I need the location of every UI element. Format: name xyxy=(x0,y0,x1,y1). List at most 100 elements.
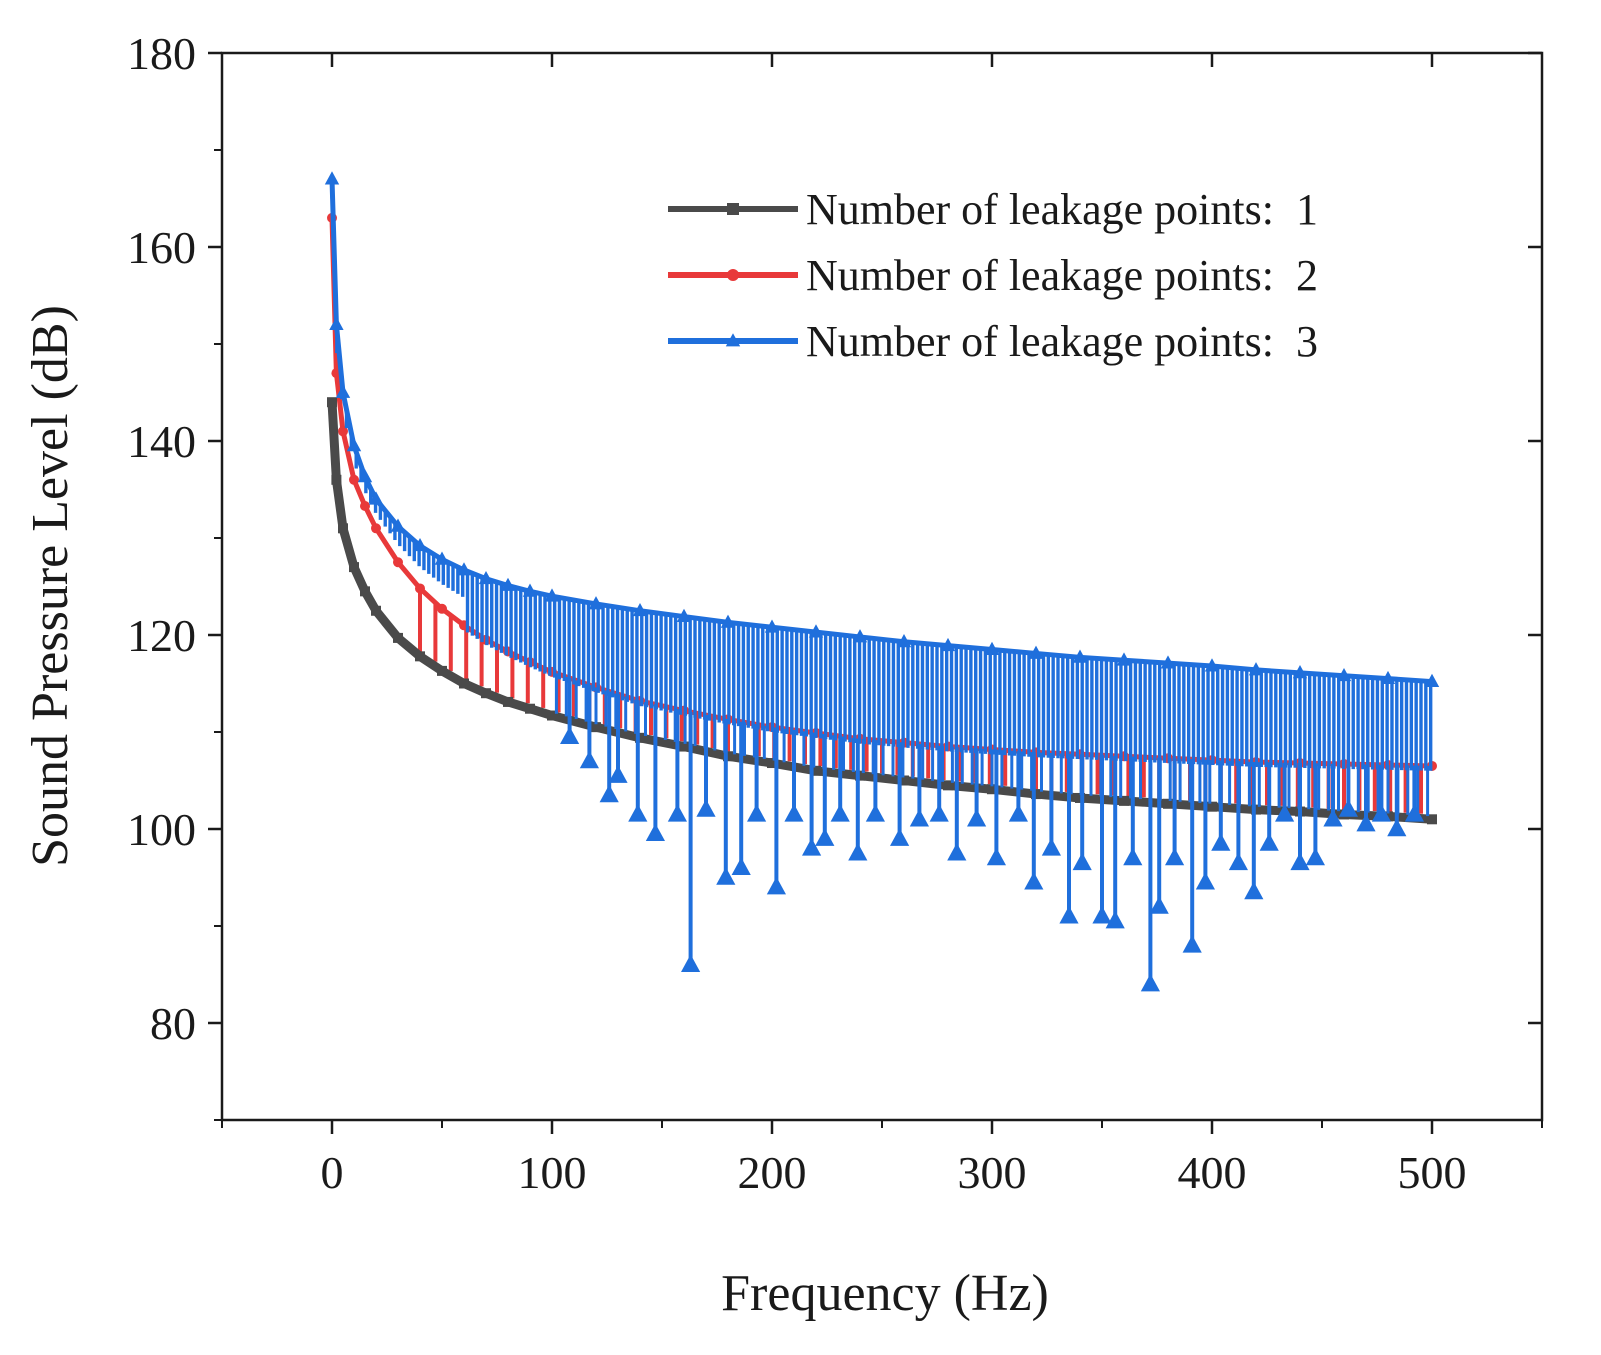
series-3-dip-point xyxy=(747,804,767,822)
y-tick-label: 160 xyxy=(127,222,196,273)
series-1-point xyxy=(679,741,689,752)
legend-entry-3: Number of leakage points: 3 xyxy=(668,317,1318,366)
legend-label-1: Number of leakage points: 1 xyxy=(806,185,1318,234)
axis-ticks xyxy=(208,51,1543,1134)
series-1-point xyxy=(349,562,359,573)
series-3-point xyxy=(544,588,560,602)
plot-content xyxy=(324,171,1440,992)
series-1-point xyxy=(899,775,909,786)
series-3-dip-point xyxy=(890,828,910,846)
series-3-point xyxy=(1292,665,1308,679)
series-3-point xyxy=(346,438,362,452)
series-3-dip-point xyxy=(967,808,987,827)
series-3-dip-point xyxy=(579,750,599,769)
series-3-dip-point xyxy=(1195,871,1215,890)
series-3-point xyxy=(478,570,494,585)
series-3-dip-point xyxy=(947,842,967,861)
series-3-dip-point xyxy=(560,726,580,745)
series-3-point xyxy=(412,537,428,552)
series-3-dip-point xyxy=(1387,818,1407,837)
series-1-point xyxy=(437,665,447,676)
series-2-point xyxy=(360,500,370,511)
series-3-point xyxy=(390,518,406,532)
series-3-point xyxy=(500,577,516,591)
series-3-point xyxy=(324,171,340,185)
series-2-point xyxy=(393,557,403,568)
series-1-point xyxy=(1163,798,1173,809)
series-3-dip-point xyxy=(802,838,822,856)
legend-marker-2 xyxy=(727,269,739,281)
series-3-dip-point xyxy=(608,765,628,783)
y-tick-label: 80 xyxy=(150,998,196,1049)
series-3-line xyxy=(329,179,1433,685)
series-3-dip-point xyxy=(1356,813,1376,832)
series-1-point xyxy=(503,696,513,707)
series-3-dip-point xyxy=(1024,871,1044,890)
series-3-point xyxy=(632,602,648,617)
series-3-dip-point xyxy=(1041,838,1061,856)
series-3-point xyxy=(1204,658,1220,672)
x-tick-label: 0 xyxy=(321,1147,344,1198)
series-3-dip-point xyxy=(1123,847,1143,866)
series-3-dip-point xyxy=(1275,804,1295,822)
series-3-point xyxy=(335,384,351,398)
x-tick-label: 300 xyxy=(958,1147,1027,1198)
tick-labels: 0 100 200 300 400 500 80 100 120 140 160 180 xyxy=(127,28,1467,1198)
series-1-point xyxy=(415,651,425,662)
series-3-dip-point xyxy=(986,847,1006,866)
legend-label-2: Number of leakage points: 2 xyxy=(806,251,1318,300)
series-1-point xyxy=(1075,792,1085,803)
y-tick-label: 120 xyxy=(127,610,196,661)
series-1-point xyxy=(360,586,370,597)
series-3-point xyxy=(522,583,538,597)
y-tick-label: 140 xyxy=(127,416,196,467)
series-3-dip-point xyxy=(696,799,716,817)
series-1-point xyxy=(1251,804,1261,815)
series-1-point xyxy=(547,710,557,721)
series-3-point xyxy=(764,619,780,633)
y-tick-label: 100 xyxy=(127,804,196,855)
series-3-point xyxy=(1116,652,1132,666)
series-3-point xyxy=(984,641,1000,655)
series-3-point xyxy=(1072,649,1088,663)
series-1-point xyxy=(371,605,381,616)
legend-label-3: Number of leakage points: 3 xyxy=(806,317,1318,366)
series-3-dip-point xyxy=(1092,905,1112,924)
series-3-dip-point xyxy=(766,876,786,895)
series-1-point xyxy=(855,770,865,781)
series-1-point xyxy=(338,523,348,534)
series-1-point xyxy=(811,765,821,776)
series-1-point xyxy=(525,703,535,714)
series-1-point xyxy=(591,722,601,733)
series-3-dip-point xyxy=(1305,847,1325,866)
legend-marker-1 xyxy=(727,203,739,215)
y-tick-label: 180 xyxy=(127,28,196,79)
series-3-point xyxy=(434,551,450,565)
series-3-dip-point xyxy=(681,954,701,972)
series-1-point xyxy=(481,688,491,699)
series-2-point xyxy=(437,603,447,614)
series-3-point xyxy=(1160,655,1176,669)
series-3-dip-point xyxy=(1165,847,1185,866)
series-3-point xyxy=(1336,667,1352,682)
series-3-dip-point xyxy=(1244,881,1264,900)
series-3-dip-point xyxy=(784,804,804,822)
series-3-dip-point xyxy=(1008,804,1028,822)
series-3-point xyxy=(852,629,868,643)
series-3-dip-point xyxy=(1259,833,1279,851)
series-3-point xyxy=(1380,670,1396,685)
series-3-point xyxy=(896,633,912,648)
x-tick-label: 500 xyxy=(1398,1147,1467,1198)
series-1-point xyxy=(331,474,342,485)
series-3-dip-point xyxy=(1404,804,1424,822)
series-2-point xyxy=(338,426,348,437)
series-3-point xyxy=(940,637,956,652)
series-3-dip-point xyxy=(667,804,687,822)
series-3-dip-point xyxy=(645,823,665,842)
series-3-dip-point xyxy=(628,804,648,822)
series-1-point xyxy=(1207,801,1217,812)
series-3-point xyxy=(357,469,373,483)
legend-marker-3 xyxy=(725,333,741,347)
legend-entry-1: Number of leakage points: 1 xyxy=(668,185,1318,234)
